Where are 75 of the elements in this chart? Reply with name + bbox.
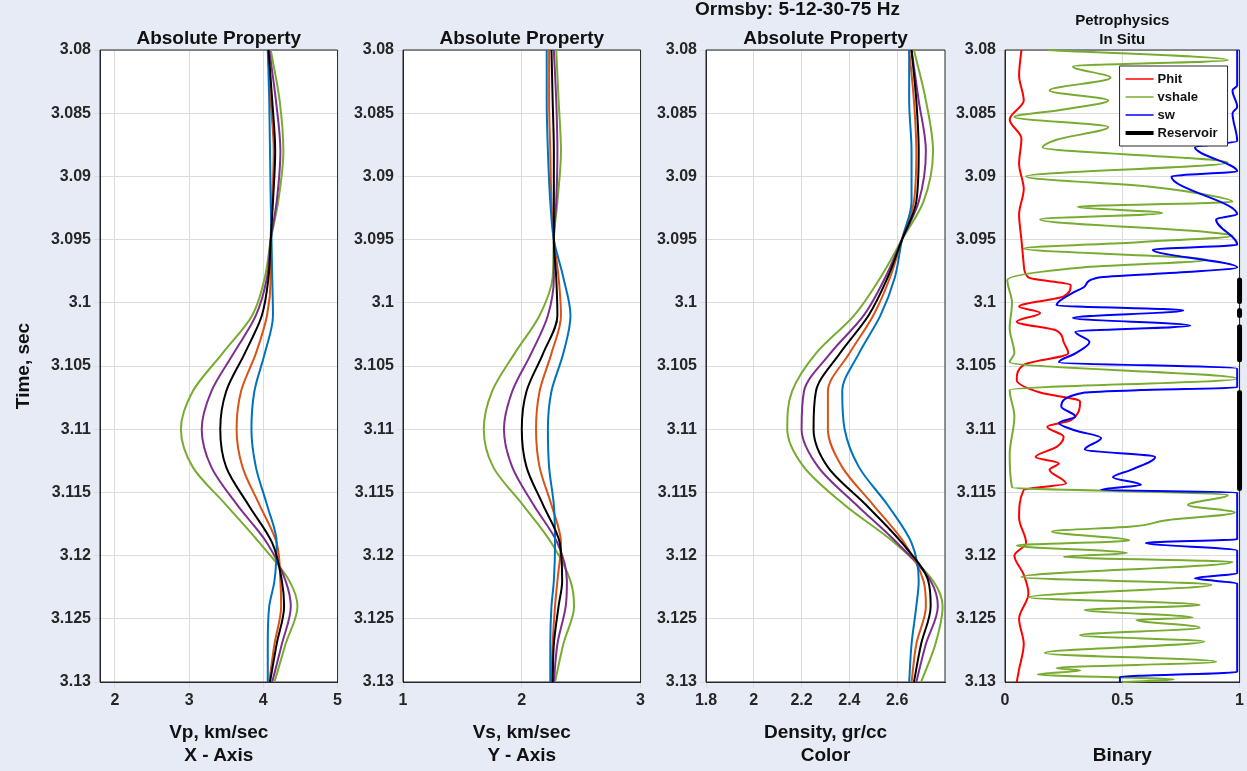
y-tick-label: 3.13 — [964, 672, 997, 690]
y-tick-label: 3.125 — [656, 609, 698, 627]
y-tick-label: 3.12 — [964, 546, 997, 564]
chart-title: Petrophysics In Situ — [1075, 11, 1170, 47]
y-tick-label: 3.105 — [656, 356, 698, 374]
x-tick-label: 2.4 — [838, 691, 861, 709]
y-tick-label: 3.125 — [353, 609, 395, 627]
line-series — [545, 49, 572, 683]
y-tick-label: 3.1 — [68, 293, 92, 311]
x-tick-label: 0 — [1000, 691, 1010, 709]
line-series — [535, 49, 562, 683]
y-tick-label: 3.11 — [363, 419, 395, 437]
x-tick-label: 2.6 — [886, 691, 909, 709]
y-tick-label: 3.08 — [362, 40, 395, 58]
y-tick-label: 3.09 — [59, 166, 92, 184]
chart-title: Absolute Property — [439, 27, 605, 48]
y-tick-label: 3.115 — [956, 482, 997, 500]
y-tick-label: 3.13 — [665, 672, 698, 690]
y-tick-label: 3.08 — [665, 40, 698, 58]
legend-label: sw — [1157, 106, 1176, 122]
x-tick-label: 2 — [517, 691, 527, 709]
y-tick-label: 3.13 — [362, 672, 395, 690]
x-tick-label: 4 — [258, 691, 268, 709]
y-tick-label: 3.13 — [59, 672, 92, 690]
y-tick-label: 3.095 — [50, 230, 92, 248]
y-tick-label: 3.11 — [60, 419, 92, 437]
x-tick-label: 3 — [636, 691, 646, 709]
y-tick-label: 3.11 — [666, 419, 698, 437]
y-tick-label: 3.12 — [362, 546, 395, 564]
y-tick-label: 3.12 — [59, 546, 92, 564]
y-tick-label: 3.085 — [656, 103, 698, 121]
x-axis-title: Vp, km/sec X - Axis — [169, 721, 269, 765]
x-tick-label: 1.8 — [694, 691, 718, 709]
y-tick-label: 3.09 — [665, 166, 698, 184]
chart-title: Absolute Property — [743, 27, 909, 48]
x-tick-label: 1 — [398, 691, 408, 709]
text: Ormsby: 5-12-30-75 Hz — [694, 0, 901, 20]
y-tick-label: 3.11 — [965, 419, 997, 437]
x-tick-label: 2.2 — [790, 691, 813, 709]
y-tick-label: 3.085 — [955, 103, 997, 121]
x-tick-label: 0.5 — [1111, 691, 1134, 709]
y-tick-label: 3.1 — [674, 293, 698, 311]
y-tick-label: 3.105 — [353, 356, 395, 374]
x-tick-label: 5 — [333, 691, 343, 709]
y-tick-label: 3.08 — [964, 40, 997, 58]
y-tick-label: 3.105 — [50, 356, 92, 374]
y-tick-label: 3.125 — [50, 609, 92, 627]
x-tick-label: 2 — [110, 691, 120, 709]
y-tick-label: 3.09 — [964, 166, 997, 184]
y-tick-label: 3.085 — [353, 103, 395, 121]
y-tick-label: 3.125 — [955, 609, 997, 627]
y-tick-label: 3.09 — [362, 166, 395, 184]
y-tick-label: 3.115 — [657, 482, 698, 500]
y-tick-label: 3.1 — [973, 293, 997, 311]
y-tick-label: 3.12 — [665, 546, 698, 564]
y-tick-label: 3.1 — [371, 293, 395, 311]
legend-label: Reservoir — [1157, 124, 1218, 140]
x-tick-label: 2 — [749, 691, 759, 709]
y-tick-label: 3.105 — [955, 356, 997, 374]
legend-label: Phit — [1157, 70, 1183, 86]
y-tick-label: 3.095 — [955, 230, 997, 248]
x-axis-title: Binary — [1092, 743, 1153, 765]
legend-label: vshale — [1157, 88, 1199, 104]
x-axis-title: Vs, km/sec Y - Axis — [472, 721, 572, 765]
y-tick-label: 3.115 — [51, 482, 92, 500]
chart-title: Absolute Property — [136, 27, 302, 48]
y-tick-label: 3.095 — [353, 230, 395, 248]
y-tick-label: 3.08 — [59, 40, 92, 58]
y-tick-label: 3.095 — [656, 230, 698, 248]
x-axis-title: Density, gr/cc Color — [763, 721, 888, 765]
y-tick-label: 3.085 — [50, 103, 92, 121]
x-tick-label: 3 — [184, 691, 194, 709]
y-tick-label: 3.115 — [354, 482, 395, 500]
y-axis-title: Time, sec — [11, 322, 33, 410]
x-tick-label: 1 — [1235, 691, 1245, 709]
